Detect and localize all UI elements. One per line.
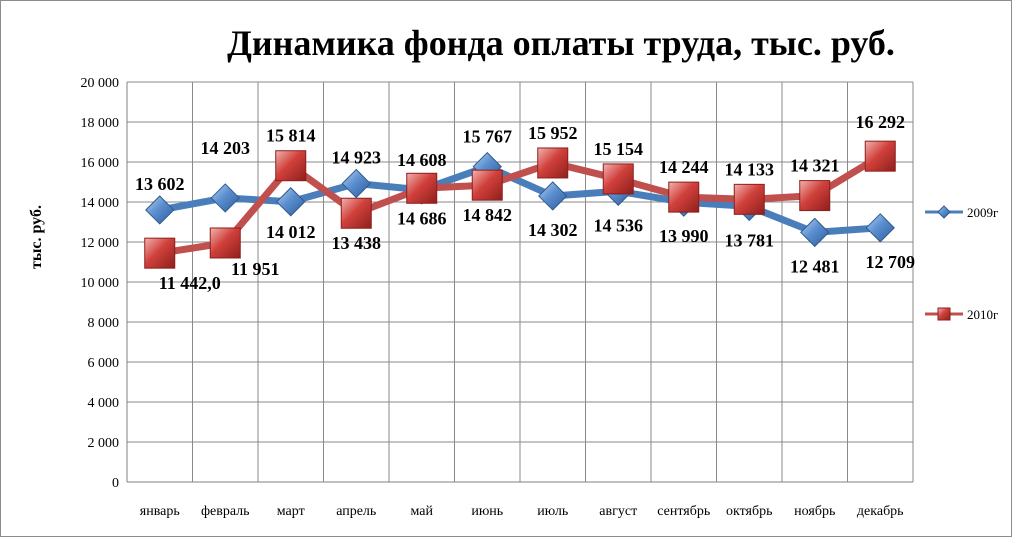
x-tick-label: сентябрь <box>657 504 710 519</box>
data-point-2009 <box>145 195 175 225</box>
y-tick-label: 12 000 <box>81 236 120 251</box>
data-label-2009: 14 608 <box>397 150 447 170</box>
x-tick-label: декабрь <box>857 504 904 519</box>
x-tick-label: июнь <box>471 504 503 519</box>
data-label-2009: 12 481 <box>790 256 840 276</box>
data-label-2010: 14 321 <box>790 156 840 176</box>
data-label-2010: 14 244 <box>659 157 709 177</box>
chart-title: Динамика фонда оплаты труда, тыс. руб. <box>227 23 895 63</box>
x-tick-label: февраль <box>201 504 250 519</box>
data-point-2010 <box>144 237 176 269</box>
data-label-2009: 15 767 <box>463 127 513 147</box>
data-point-2010 <box>733 183 765 215</box>
data-label-2009: 12 709 <box>866 252 916 272</box>
data-label-2009: 13 602 <box>135 174 185 194</box>
data-label-2010: 11 951 <box>231 259 280 279</box>
data-point-2010 <box>799 180 831 212</box>
data-label-2010: 15 814 <box>266 126 316 146</box>
x-tick-label: апрель <box>336 504 376 519</box>
data-label-2010: 14 842 <box>463 205 513 225</box>
x-tick-label: март <box>277 504 305 519</box>
data-point-2010 <box>209 227 241 259</box>
legend-entry-label: 2009г <box>967 205 998 220</box>
data-point-2009 <box>800 217 830 248</box>
data-label-2010: 13 438 <box>332 233 382 253</box>
data-label-layer: 13 602 14 203 14 012 14 923 14 608 15 767 14 3… <box>135 112 915 293</box>
y-tick-label: 2 000 <box>88 436 120 451</box>
legend-marker-square <box>937 307 951 321</box>
y-tick-label: 8 000 <box>88 316 120 331</box>
data-label-2009: 14 203 <box>201 138 251 158</box>
data-point-2009 <box>210 183 240 213</box>
axis-layer: 0 2 000 4 000 6 000 8 000 10 000 12 000 14 000 1… <box>81 76 913 519</box>
data-label-2010: 11 442,0 <box>159 273 221 293</box>
data-label-2010: 15 154 <box>594 139 644 159</box>
data-point-2009 <box>865 213 895 243</box>
data-label-2010: 16 292 <box>856 112 906 132</box>
legend-marker-diamond <box>937 205 951 219</box>
data-label-2010: 15 952 <box>528 123 578 143</box>
data-point-2009 <box>276 187 306 217</box>
x-tick-label: октябрь <box>726 504 773 519</box>
data-point-2010 <box>406 172 438 204</box>
data-label-2009: 14 923 <box>332 148 382 168</box>
data-label-2009: 14 536 <box>594 215 644 235</box>
y-tick-label: 10 000 <box>81 276 120 291</box>
data-label-2010: 14 686 <box>397 208 447 228</box>
y-tick-label: 14 000 <box>81 196 120 211</box>
data-point-2009 <box>538 181 568 211</box>
legend-entry-label: 2010г <box>967 307 998 322</box>
data-point-2010 <box>864 140 896 172</box>
x-tick-label: ноябрь <box>794 504 835 519</box>
y-tick-label: 16 000 <box>81 156 120 171</box>
legend: 2009г 2010г <box>925 205 998 322</box>
data-label-2009: 14 012 <box>266 222 316 242</box>
x-tick-label: январь <box>140 504 180 519</box>
y-tick-label: 6 000 <box>88 356 120 371</box>
y-axis-label: тыс. руб. <box>28 205 45 269</box>
data-label-2009: 13 990 <box>659 226 709 246</box>
y-tick-label: 18 000 <box>81 116 120 131</box>
y-tick-label: 0 <box>112 476 119 491</box>
data-point-2010 <box>537 147 569 179</box>
data-label-2009: 14 302 <box>528 220 578 240</box>
data-point-2010 <box>471 169 503 201</box>
data-point-2010 <box>668 181 700 213</box>
data-point-2010 <box>602 163 634 195</box>
data-label-2010: 14 133 <box>725 159 775 179</box>
series-layer <box>144 140 896 269</box>
data-label-2009: 13 781 <box>725 230 775 250</box>
data-point-2009 <box>341 168 371 199</box>
x-tick-label: июль <box>537 504 568 519</box>
y-tick-label: 20 000 <box>81 76 120 91</box>
data-point-2010 <box>340 197 372 229</box>
x-tick-label: август <box>599 504 637 519</box>
x-tick-label: май <box>411 504 434 519</box>
y-tick-label: 4 000 <box>88 396 120 411</box>
data-point-2010 <box>275 150 307 182</box>
